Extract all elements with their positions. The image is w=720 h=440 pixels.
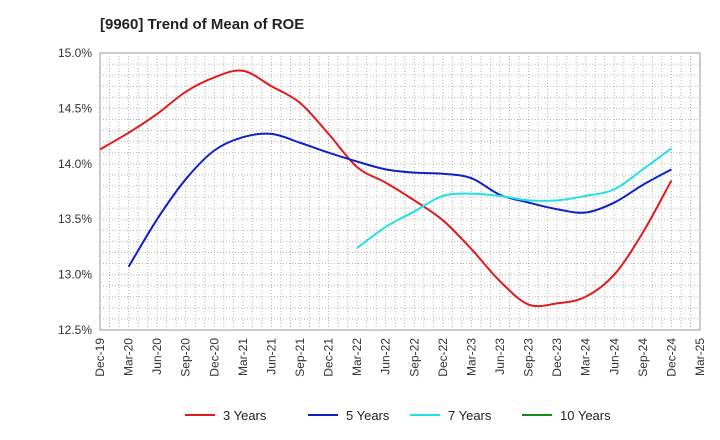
y-axis: 12.5% 13.0% 13.5% 14.0% 14.5% 15.0% [58, 46, 92, 337]
x-tick-label: Jun-24 [607, 338, 621, 375]
y-tick-label: 13.0% [58, 268, 92, 282]
x-tick-label: Sep-20 [179, 338, 193, 377]
x-tick-label: Dec-20 [207, 338, 221, 377]
x-tick-label: Dec-22 [436, 338, 450, 377]
y-tick-label: 12.5% [58, 323, 92, 337]
x-tick-label: Mar-20 [122, 338, 136, 376]
series-line-2 [127, 132, 672, 268]
x-tick-label: Dec-19 [93, 338, 107, 377]
x-tick-label: Mar-24 [579, 338, 593, 376]
x-tick-label: Sep-22 [407, 338, 421, 377]
x-tick-label: Sep-21 [293, 338, 307, 377]
x-tick-label: Dec-24 [664, 338, 678, 377]
x-tick-label: Mar-22 [350, 338, 364, 376]
x-tick-label: Jun-23 [493, 338, 507, 375]
legend-label: 10 Years [560, 408, 611, 423]
y-tick-label: 14.5% [58, 101, 92, 115]
legend: 3 Years 5 Years 7 Years 10 Years [185, 408, 611, 423]
x-tick-label: Dec-23 [550, 338, 564, 377]
y-tick-label: 13.5% [58, 212, 92, 226]
x-tick-label: Mar-25 [693, 338, 707, 376]
y-tick-label: 15.0% [58, 46, 92, 60]
y-tick-label: 14.0% [58, 157, 92, 171]
x-tick-label: Sep-23 [522, 338, 536, 377]
x-tick-label: Sep-24 [636, 338, 650, 377]
series-line-1 [99, 69, 673, 308]
legend-label: 7 Years [448, 408, 492, 423]
x-axis: Dec-19 Mar-20 Jun-20 Sep-20 Dec-20 Mar-21 Jun-… [93, 338, 707, 377]
series-line-3 [356, 147, 673, 249]
x-tick-label: Mar-23 [464, 338, 478, 376]
x-tick-label: Mar-21 [236, 338, 250, 376]
legend-label: 3 Years [223, 408, 267, 423]
x-tick-label: Jun-22 [379, 338, 393, 375]
x-tick-label: Dec-21 [322, 338, 336, 377]
chart-title: [9960] Trend of Mean of ROE [100, 16, 304, 33]
x-tick-label: Jun-21 [264, 338, 278, 375]
x-tick-label: Jun-20 [150, 338, 164, 375]
legend-label: 5 Years [346, 408, 390, 423]
series-group [99, 69, 673, 308]
